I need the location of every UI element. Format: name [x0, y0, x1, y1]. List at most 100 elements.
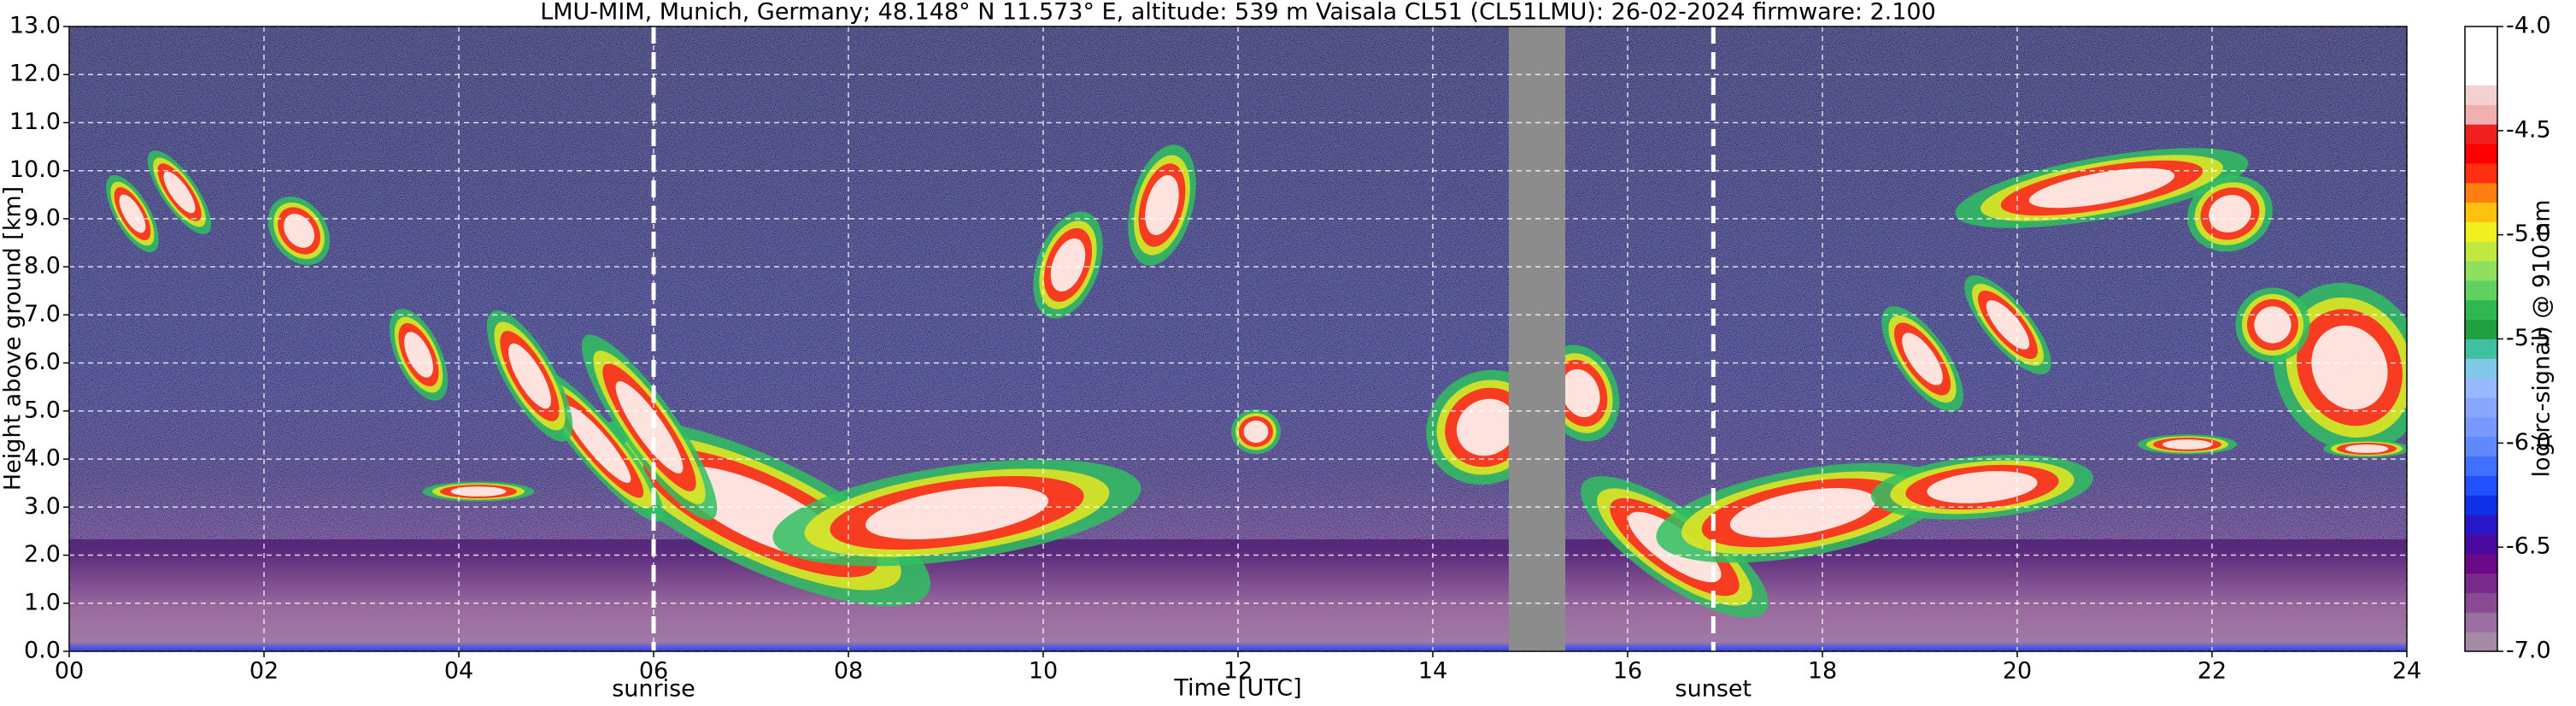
colorbar-step [2465, 612, 2497, 632]
cloud [450, 486, 507, 497]
x-tick-label: 12 [1223, 658, 1253, 685]
colorbar-step [2465, 573, 2497, 593]
cloud [2162, 439, 2212, 450]
y-tick-label: 5.0 [24, 397, 61, 423]
x-tick-label: 10 [1029, 658, 1058, 685]
cloud [865, 486, 1049, 539]
colorbar-step [2465, 456, 2497, 476]
colorbar-step [2465, 45, 2497, 67]
y-tick-label: 0.0 [24, 638, 61, 664]
y-tick-label: 4.0 [24, 445, 61, 472]
colorbar-step [2465, 65, 2497, 86]
cloud [1927, 471, 2038, 503]
y-axis-label: Height above ground [km] [0, 186, 26, 491]
x-tick-label: 24 [2392, 658, 2421, 685]
colorbar-step [2465, 475, 2497, 496]
y-tick-label: 13.0 [9, 13, 61, 39]
cloud [508, 343, 551, 409]
cloud [1902, 332, 1943, 385]
x-tick-label: 16 [1613, 658, 1642, 685]
colorbar-step [2465, 261, 2497, 281]
x-tick-label: 20 [2003, 658, 2032, 685]
x-axis-label: Time [UTC] [1173, 675, 1301, 702]
y-tick-label: 6.0 [24, 349, 61, 375]
cloud [1986, 300, 2030, 350]
colorbar-label: log(rc-signal) @ 910 nm [2529, 200, 2555, 478]
cloud [163, 171, 196, 214]
x-tick-label: 02 [249, 658, 279, 685]
colorbar-tick-label: -6.5 [2506, 533, 2551, 560]
colorbar-step [2465, 241, 2497, 262]
cloud [2209, 194, 2251, 233]
cloud [1729, 488, 1876, 538]
cloud [284, 214, 314, 248]
clouds [106, 144, 2407, 618]
cloud [615, 381, 684, 474]
x-tick-label: 14 [1418, 658, 1447, 685]
colorbar-step [2465, 221, 2497, 242]
colorbar-step [2465, 299, 2497, 321]
cloud [119, 194, 146, 233]
colorbar-step [2465, 26, 2497, 47]
colorbar-tick-label: -5.5 [2506, 325, 2551, 351]
colorbar-step [2465, 533, 2497, 555]
cloud [2254, 306, 2291, 344]
colorbar-step [2465, 397, 2497, 418]
colorbar-step [2465, 319, 2497, 339]
annotation-label: sunset [1675, 676, 1752, 703]
colorbar-step [2465, 144, 2497, 164]
cloud [565, 406, 631, 483]
chart-title: LMU-MIM, Munich, Germany; 48.148° N 11.5… [540, 0, 1936, 26]
y-tick-label: 8.0 [24, 253, 61, 279]
cloud [1561, 368, 1600, 418]
cloud [1050, 238, 1086, 292]
colorbar-tick-label: -7.0 [2506, 638, 2551, 664]
cloud [2344, 444, 2389, 454]
missing-data [1508, 26, 1566, 651]
plot-area [69, 26, 2407, 651]
colorbar-step [2465, 162, 2497, 184]
annotation-label: sunrise [612, 676, 695, 703]
y-tick-label: 9.0 [24, 204, 61, 231]
colorbar-step [2465, 182, 2497, 203]
x-tick-label: 04 [444, 658, 473, 685]
colorbar-tick-label: -4.5 [2506, 116, 2551, 143]
colorbar-step [2465, 338, 2497, 359]
colorbar-tick-label: -4.0 [2506, 13, 2551, 39]
x-tick-label: 06 [639, 658, 668, 685]
colorbar-step [2465, 436, 2497, 457]
cloud [1243, 421, 1269, 443]
y-tick-label: 3.0 [24, 493, 61, 520]
colorbar-step [2465, 416, 2497, 438]
y-tick-label: 7.0 [24, 301, 61, 327]
cloud [2028, 168, 2175, 209]
x-tick-label: 18 [1808, 658, 1837, 685]
y-tick-label: 1.0 [24, 589, 61, 615]
colorbar-step [2465, 358, 2497, 379]
x-tick-label: 08 [834, 658, 863, 685]
colorbar-step [2465, 592, 2497, 613]
colorbar-step [2465, 378, 2497, 398]
colorbar-step [2465, 495, 2497, 515]
cloud [2311, 325, 2388, 410]
colorbar-step [2465, 553, 2497, 574]
y-tick-label: 10.0 [9, 156, 61, 183]
cloud [1145, 174, 1179, 236]
plot-frame [68, 26, 2408, 652]
colorbar-step [2465, 124, 2497, 144]
x-tick-label: 22 [2198, 658, 2227, 685]
colorbar-step [2465, 632, 2497, 652]
colorbar-step [2465, 85, 2497, 105]
y-tick-label: 12.0 [9, 61, 61, 87]
cloud [1456, 398, 1517, 456]
cloud [404, 332, 433, 378]
colorbar-tick-label: -6.0 [2506, 429, 2551, 456]
colorbar-step [2465, 202, 2497, 222]
colorbar-step [2465, 515, 2497, 535]
x-tick-label: 00 [55, 658, 84, 685]
y-tick-label: 11.0 [9, 109, 61, 135]
colorbar-step [2465, 279, 2497, 301]
colorbar-tick-label: -5.0 [2506, 221, 2551, 247]
colorbar-step [2465, 104, 2497, 125]
